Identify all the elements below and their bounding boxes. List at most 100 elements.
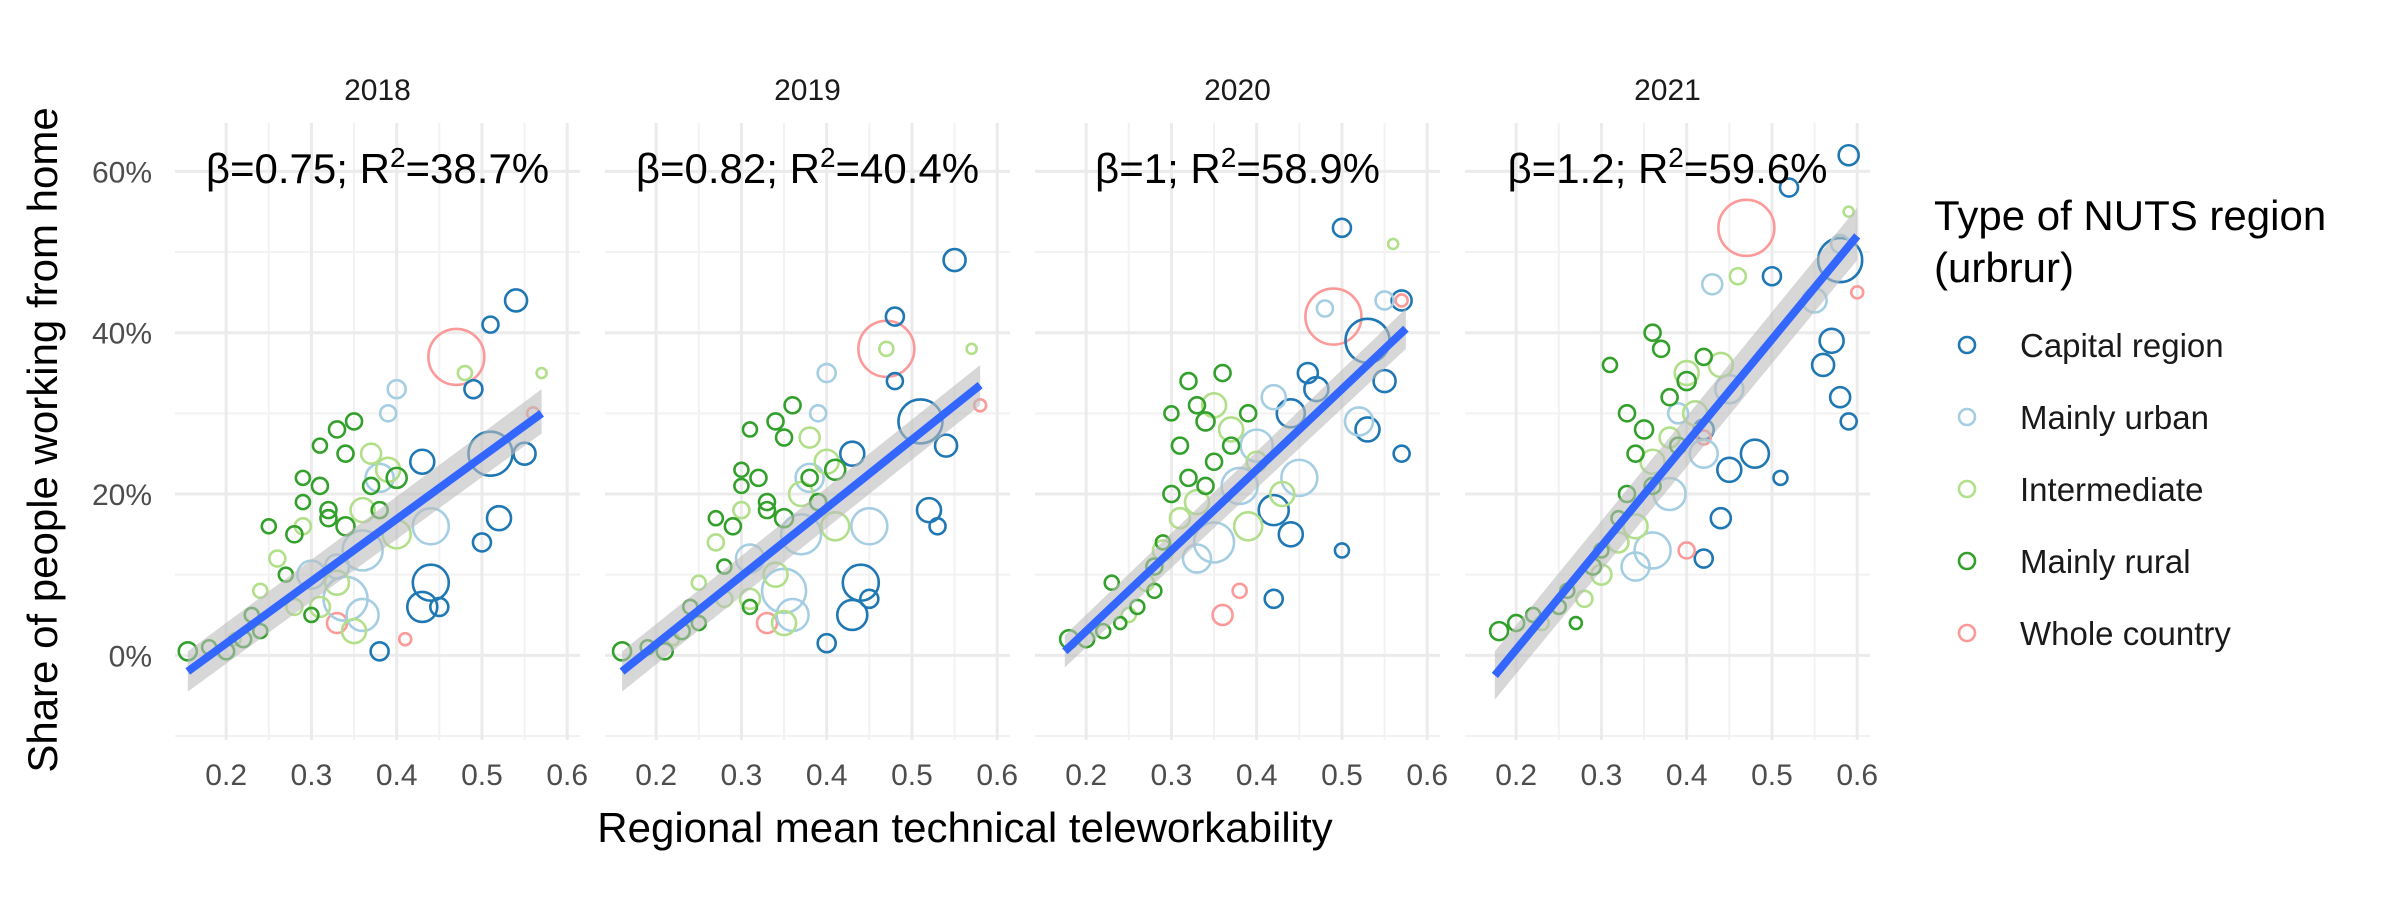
x-tick-label: 0.2	[205, 759, 247, 792]
data-point	[1280, 458, 1319, 498]
x-tick-label: 0.6	[1406, 759, 1448, 792]
data-point	[741, 598, 759, 616]
data-point	[933, 433, 959, 458]
x-tick-label: 0.2	[635, 759, 677, 792]
legend-title-line-1: Type of NUTS region	[1934, 192, 2326, 239]
x-tick-label: 0.4	[376, 759, 418, 792]
data-point	[1211, 603, 1234, 627]
data-point	[1849, 285, 1865, 300]
data-point	[915, 496, 943, 524]
data-point	[1673, 359, 1700, 387]
data-point	[385, 466, 408, 490]
regression-line	[185, 410, 544, 675]
data-point	[859, 588, 880, 610]
data-point	[1386, 237, 1400, 251]
data-point	[319, 500, 338, 520]
data-point	[1268, 480, 1296, 508]
r2-letter: R	[790, 145, 820, 192]
data-point	[755, 611, 779, 635]
data-point	[1728, 266, 1748, 286]
data-point	[1343, 406, 1375, 437]
data-point	[1112, 615, 1128, 631]
y-tick-label: 60%	[92, 156, 152, 189]
data-point	[707, 509, 725, 527]
r2-letter: R	[1638, 145, 1668, 192]
legend-entry: Mainly urban	[1957, 399, 2209, 436]
legend-key	[1957, 623, 1977, 643]
data-point	[766, 412, 785, 431]
data-point	[364, 462, 395, 494]
legend-entry: Capital region	[1957, 327, 2224, 364]
regression-line	[619, 382, 983, 675]
data-point	[1643, 323, 1662, 342]
fit-annotation: β=1; R2=58.9%	[1095, 142, 1380, 192]
data-point	[732, 500, 751, 520]
data-point	[798, 426, 821, 449]
y-tick-label: 0%	[109, 640, 152, 673]
data-point	[1392, 444, 1411, 463]
fit-annotation: β=0.82; R2=40.4%	[636, 142, 979, 192]
data-point	[928, 516, 947, 536]
data-point	[816, 632, 837, 654]
y-tick-label: 20%	[92, 479, 152, 512]
data-point	[1170, 436, 1190, 455]
data-point	[463, 378, 484, 400]
legend-label: Intermediate	[2020, 471, 2203, 508]
data-point	[378, 404, 398, 423]
data-point	[1694, 347, 1714, 367]
data-point	[783, 395, 802, 415]
regression-line	[1062, 325, 1409, 655]
data-point	[1232, 510, 1264, 542]
data-point	[1778, 177, 1800, 198]
facet-label: 2020	[1204, 74, 1271, 107]
y-axis-title: Share of people working from home	[19, 107, 66, 772]
data-point	[481, 315, 500, 334]
r2-superscript: 2	[390, 142, 406, 173]
data-point	[1196, 476, 1215, 496]
data-point	[336, 444, 355, 463]
data-point	[1163, 405, 1180, 422]
data-point	[1839, 412, 1858, 431]
data-point	[345, 597, 380, 633]
data-point	[878, 340, 895, 358]
data-point	[760, 567, 808, 615]
data-point	[1221, 436, 1241, 455]
data-point	[857, 319, 916, 379]
data-point	[1390, 289, 1413, 312]
y-tick-label: 40%	[92, 318, 152, 351]
data-point	[1260, 383, 1288, 411]
r2-value: =38.7%	[406, 145, 550, 192]
x-tick-label: 0.4	[1236, 759, 1278, 792]
data-point	[1103, 574, 1121, 592]
x-tick-label: 0.5	[461, 759, 503, 792]
data-point	[1761, 265, 1783, 287]
legend-label: Whole country	[2020, 615, 2231, 652]
r2-superscript: 2	[1221, 142, 1237, 173]
data-point	[268, 549, 287, 568]
x-tick-label: 0.3	[721, 759, 763, 792]
data-point	[774, 428, 794, 447]
data-point	[1633, 531, 1672, 570]
facet-panel-2021: 2021 β=1.2; R2=59.6% 0.2 0.3 0.4 0.5 0.6	[1465, 74, 1878, 792]
data-point	[1231, 582, 1248, 600]
fit-annotation: β=1.2; R2=59.6%	[1508, 142, 1828, 192]
x-tick-label: 0.2	[1495, 759, 1537, 792]
data-point	[1651, 339, 1671, 359]
data-point	[1257, 493, 1291, 527]
data-point	[1179, 468, 1198, 488]
beta-text: β=1.2;	[1508, 145, 1638, 192]
legend-entry: Intermediate	[1957, 471, 2203, 508]
data-point	[816, 362, 837, 384]
data-point	[1617, 404, 1637, 423]
data-point	[1146, 582, 1163, 600]
data-point	[1677, 541, 1696, 560]
data-point	[741, 421, 759, 438]
data-point	[319, 508, 338, 528]
data-point	[429, 596, 450, 618]
data-point	[1660, 387, 1679, 407]
legend-label: Capital region	[2020, 327, 2224, 364]
data-point	[733, 461, 750, 479]
data-point	[361, 476, 381, 496]
data-point	[1810, 352, 1836, 378]
